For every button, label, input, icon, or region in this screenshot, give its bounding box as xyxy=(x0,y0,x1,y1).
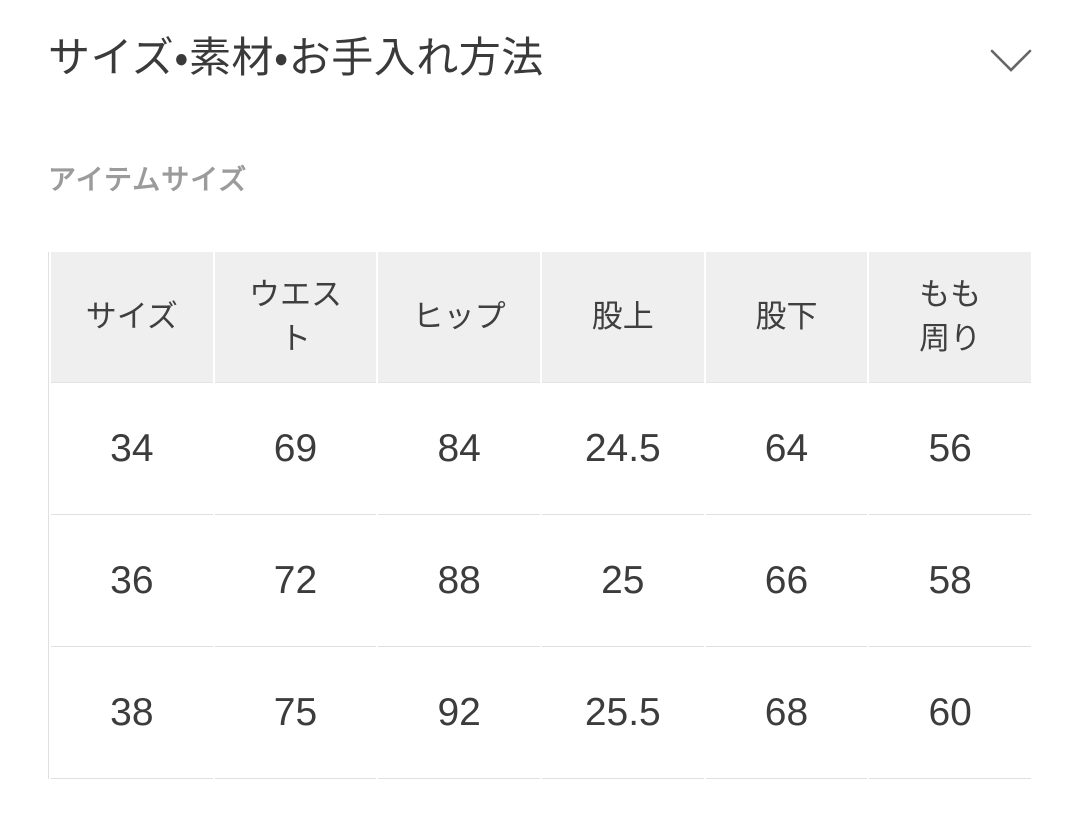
table-row-size-34: 34 69 84 24.5 64 56 xyxy=(51,383,1031,515)
table-header-row: サイズ ウエス ト ヒップ 股上 股下 もも 周り xyxy=(51,252,1031,383)
inseam-value: 66 xyxy=(705,515,868,647)
column-header-inseam: 股下 xyxy=(705,252,868,383)
waist-value: 72 xyxy=(214,515,377,647)
section-title: サイズ・素材・お手入れ方法 xyxy=(48,34,544,81)
accordion-toggle-size-material-care[interactable]: サイズ・素材・お手入れ方法 xyxy=(48,34,1033,82)
hip-value: 88 xyxy=(378,515,540,647)
size-value: 36 xyxy=(51,515,213,647)
chevron-down-icon[interactable] xyxy=(989,47,1033,75)
rise-value: 24.5 xyxy=(541,383,704,515)
size-table-body: 34 69 84 24.5 64 56 36 72 88 25 66 58 38… xyxy=(51,383,1031,779)
table-row-size-38: 38 75 92 25.5 68 60 xyxy=(51,647,1031,779)
hip-value: 92 xyxy=(378,647,540,779)
table-row-size-36: 36 72 88 25 66 58 xyxy=(51,515,1031,647)
size-material-care-section: サイズ・素材・お手入れ方法 アイテムサイズ サイズ ウエス ト ヒップ 股上 股… xyxy=(0,34,1080,840)
waist-value: 69 xyxy=(214,383,377,515)
waist-value: 75 xyxy=(214,647,377,779)
size-value: 34 xyxy=(51,383,213,515)
inseam-value: 64 xyxy=(705,383,868,515)
column-header-size: サイズ xyxy=(51,252,213,383)
inseam-value: 68 xyxy=(705,647,868,779)
column-header-rise: 股上 xyxy=(541,252,704,383)
column-header-thigh: もも 周り xyxy=(869,252,1031,383)
size-value: 38 xyxy=(51,647,213,779)
size-table-header: サイズ ウエス ト ヒップ 股上 股下 もも 周り xyxy=(51,252,1031,383)
item-size-label: アイテムサイズ xyxy=(48,164,248,195)
column-header-hip: ヒップ xyxy=(378,252,540,383)
thigh-value: 56 xyxy=(869,383,1031,515)
rise-value: 25 xyxy=(541,515,704,647)
column-header-waist: ウエス ト xyxy=(214,252,377,383)
thigh-value: 58 xyxy=(869,515,1031,647)
thigh-value: 60 xyxy=(869,647,1031,779)
rise-value: 25.5 xyxy=(541,647,704,779)
item-size-table: サイズ ウエス ト ヒップ 股上 股下 もも 周り 34 69 84 24.5 … xyxy=(48,252,1033,779)
hip-value: 84 xyxy=(378,383,540,515)
